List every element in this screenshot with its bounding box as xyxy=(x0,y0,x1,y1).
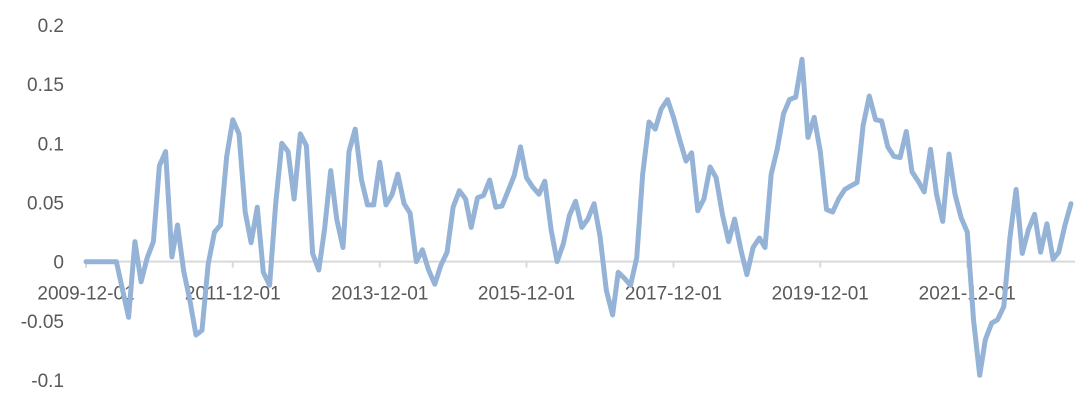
x-tick-label: 2015-12-01 xyxy=(478,284,575,305)
x-tick-label: 2021-12-01 xyxy=(919,284,1016,305)
y-tick-label: 0.2 xyxy=(38,16,64,37)
y-tick-label: -0.1 xyxy=(31,371,64,392)
series-line xyxy=(86,59,1071,375)
y-tick-label: 0.15 xyxy=(27,75,64,96)
x-tick-label: 2017-12-01 xyxy=(625,284,722,305)
x-tick-label: 2019-12-01 xyxy=(772,284,869,305)
y-tick-label: 0 xyxy=(53,253,64,274)
x-tick-label: 2013-12-01 xyxy=(331,284,428,305)
y-tick-label: 0.05 xyxy=(27,194,64,215)
y-tick-label: -0.05 xyxy=(21,312,64,333)
x-tick-label: 2011-12-01 xyxy=(185,284,281,305)
y-axis-ticks: 0.2 0.15 0.1 0.05 0 -0.05 -0.1 xyxy=(21,16,64,392)
y-tick-label: 0.1 xyxy=(38,134,64,155)
